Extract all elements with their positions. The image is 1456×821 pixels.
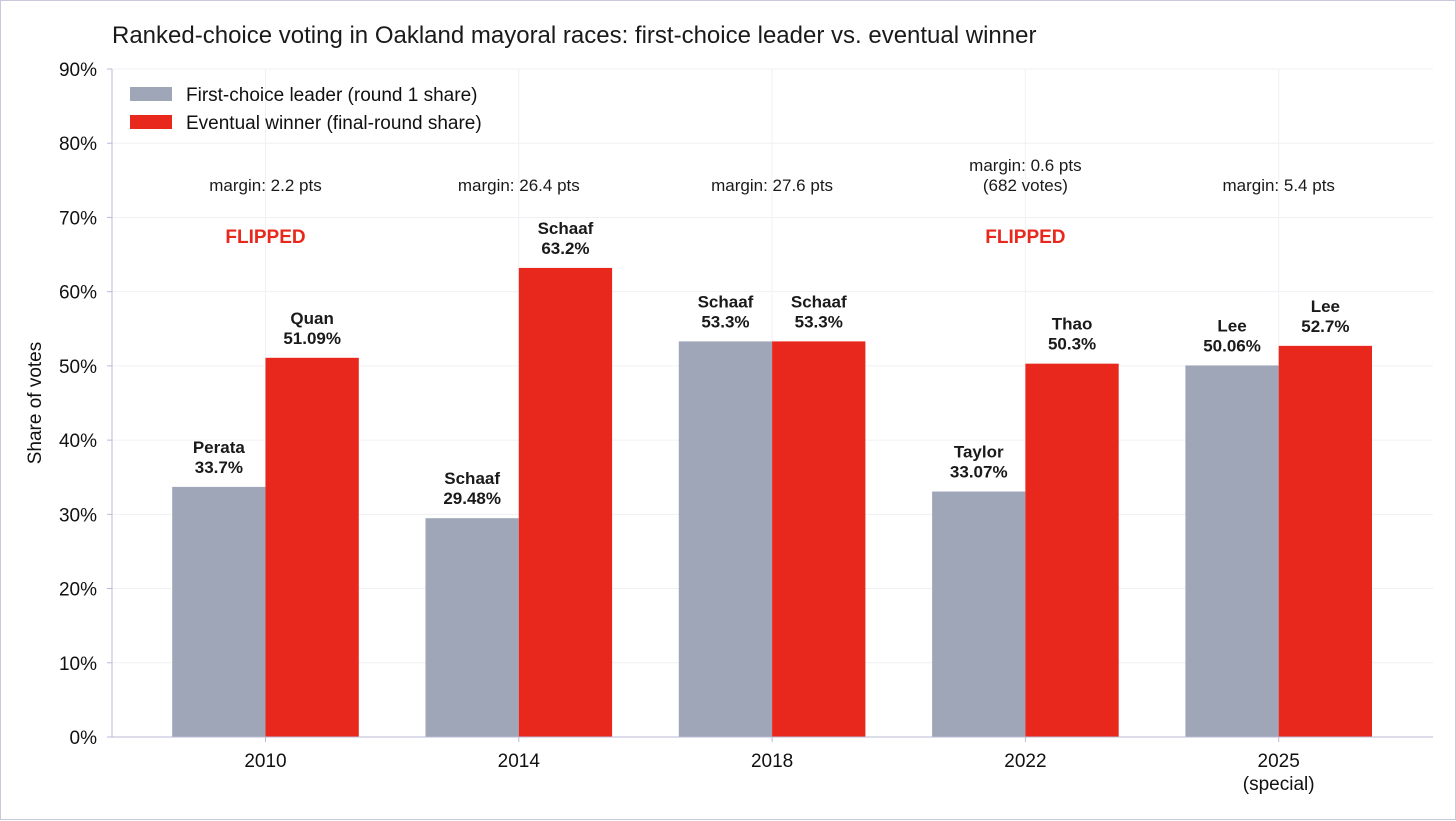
bar-value-label: 51.09%	[283, 329, 341, 348]
x-tick-label: 2010	[244, 751, 286, 772]
margin-annotation: margin: 0.6 pts	[969, 156, 1081, 175]
bar-candidate-name: Taylor	[954, 443, 1004, 462]
bars	[172, 267, 1372, 737]
y-tick-label: 30%	[59, 505, 97, 526]
bar-first-choice	[678, 341, 773, 737]
x-tick-label: 2025	[1258, 751, 1300, 772]
bar-value-label: 33.7%	[195, 458, 243, 477]
y-tick-label: 70%	[59, 208, 97, 229]
x-tick-label: 2018	[751, 751, 793, 772]
bar-value-label: 52.7%	[1301, 317, 1349, 336]
y-tick-label: 60%	[59, 283, 97, 304]
bar-candidate-name: Lee	[1217, 316, 1246, 335]
x-tick-label-sub: (special)	[1243, 774, 1315, 795]
margin-annotation: (682 votes)	[983, 176, 1068, 195]
y-tick-label: 80%	[59, 134, 97, 155]
bar-first-choice	[932, 491, 1026, 737]
bar-value-label: 63.2%	[541, 239, 589, 258]
margin-annotation: margin: 27.6 pts	[711, 176, 833, 195]
bar-first-choice	[425, 518, 519, 737]
margin-annotation: margin: 2.2 pts	[209, 176, 321, 195]
bar-eventual-winner	[1278, 345, 1372, 737]
bar-candidate-name: Schaaf	[444, 469, 500, 488]
margin-annotation: margin: 5.4 pts	[1222, 176, 1334, 195]
bar-value-label: 50.3%	[1048, 335, 1096, 354]
legend: First-choice leader (round 1 share) Event…	[130, 85, 482, 134]
bar-value-label: 29.48%	[443, 489, 501, 508]
bar-first-choice	[1185, 365, 1279, 737]
bar-value-label: 53.3%	[795, 312, 843, 331]
axes: 0% 10% 20% 30% 40% 50% 60% 70% 80% 90% 2010 2014 201…	[59, 60, 1433, 795]
flipped-label: FLIPPED	[985, 227, 1065, 248]
bar-candidate-name: Schaaf	[791, 292, 847, 311]
y-tick-label: 0%	[70, 728, 98, 749]
bar-candidate-name: Schaaf	[698, 292, 754, 311]
bar-candidate-name: Schaaf	[538, 219, 594, 238]
legend-swatch	[130, 87, 172, 101]
x-tick-label: 2014	[498, 751, 541, 772]
legend-label: Eventual winner (final-round share)	[186, 113, 482, 134]
chart-title: Ranked-choice voting in Oakland mayoral …	[112, 22, 1036, 49]
margin-annotation: margin: 26.4 pts	[458, 176, 580, 195]
x-tick-label: 2022	[1004, 751, 1046, 772]
legend-swatch	[130, 115, 172, 129]
bar-candidate-name: Lee	[1311, 297, 1340, 316]
bar-candidate-name: Perata	[193, 438, 246, 457]
bar-candidate-name: Thao	[1052, 315, 1093, 334]
y-axis-label: Share of votes	[25, 342, 46, 465]
y-tick-label: 20%	[59, 580, 97, 601]
bar-value-label: 33.07%	[950, 463, 1008, 482]
legend-label: First-choice leader (round 1 share)	[186, 85, 477, 106]
bar-eventual-winner	[518, 267, 613, 737]
bar-eventual-winner	[265, 357, 359, 737]
y-tick-label: 10%	[59, 654, 97, 675]
bar-candidate-name: Quan	[290, 309, 333, 328]
bar-eventual-winner	[1025, 363, 1119, 737]
y-tick-label: 90%	[59, 60, 97, 81]
bar-first-choice	[172, 486, 266, 737]
y-tick-label: 40%	[59, 431, 97, 452]
bar-eventual-winner	[772, 341, 866, 737]
bar-value-label: 53.3%	[701, 312, 749, 331]
y-tick-label: 50%	[59, 357, 97, 378]
flipped-label: FLIPPED	[225, 227, 305, 248]
bar-value-label: 50.06%	[1203, 336, 1261, 355]
